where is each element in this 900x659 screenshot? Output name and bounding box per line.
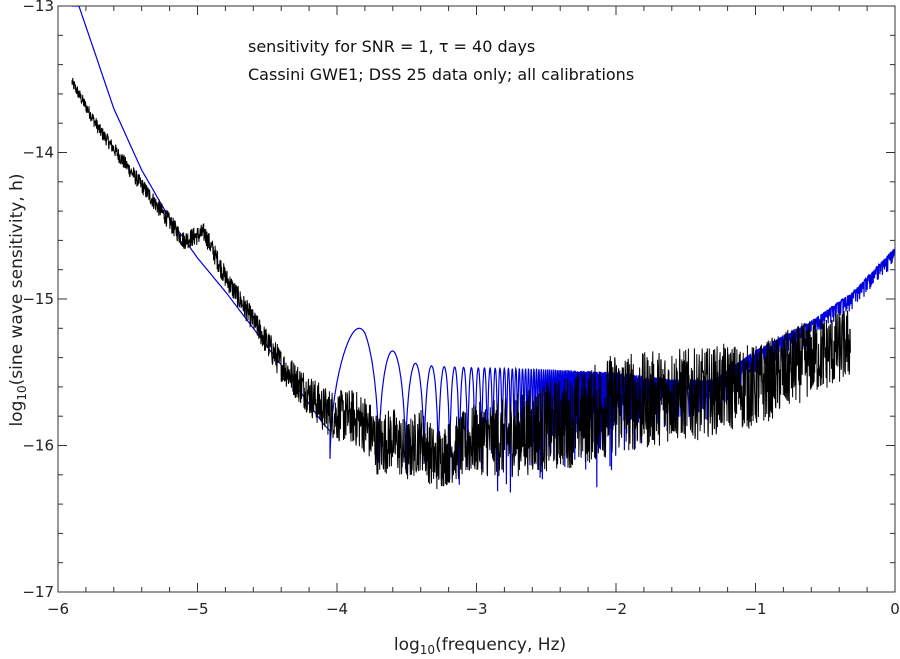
y-axis-title-prefix: log [7,401,27,427]
x-tick-label: −4 [326,600,348,618]
x-tick-label: 0 [890,600,900,618]
plot-frame [57,5,896,593]
y-axis-title-subscript: 10 [15,385,29,400]
x-axis-title: log10(frequency, Hz) [394,635,566,657]
annotation-line-1: sensitivity for SNR = 1, τ = 40 days [248,37,535,56]
x-tick-label: −3 [465,600,487,618]
y-tick-label: −17 [22,583,54,601]
annotation-line-2: Cassini GWE1; DSS 25 data only; all cali… [248,65,634,84]
y-axis-title: log10(sine wave sensitivity, h) [7,173,29,426]
y-tick-label: −14 [22,144,54,162]
x-tick-label: −5 [186,600,208,618]
x-tick-label: −2 [605,600,627,618]
x-tick-label: −6 [47,600,69,618]
x-axis-title-suffix: (frequency, Hz) [435,635,566,655]
x-axis-title-subscript: 10 [420,643,435,657]
x-tick-label: −1 [744,600,766,618]
y-tick-label: −16 [22,437,54,455]
series-black-line [71,77,851,490]
x-axis-title-prefix: log [394,635,420,655]
y-axis-title-suffix: (sine wave sensitivity, h) [7,173,27,385]
y-tick-label: −15 [22,290,54,308]
y-tick-label: −13 [22,0,54,15]
